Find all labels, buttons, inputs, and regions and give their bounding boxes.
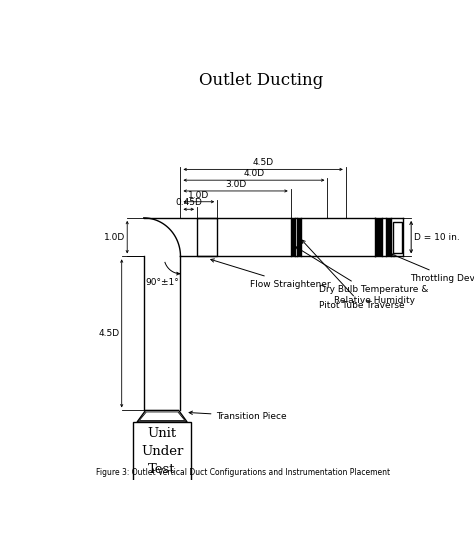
Polygon shape — [137, 410, 187, 422]
Text: Figure 3: Outlet Vertical Duct Configurations and Instrumentation Placement: Figure 3: Outlet Vertical Duct Configura… — [96, 468, 390, 476]
Bar — [291, 218, 295, 257]
Text: Unit
Under
Test: Unit Under Test — [141, 427, 183, 476]
Text: Dry Bulb Temperature &
Relative Humidity: Dry Bulb Temperature & Relative Humidity — [296, 247, 428, 305]
Text: 1.0D: 1.0D — [188, 191, 210, 200]
Text: Outlet Ducting: Outlet Ducting — [199, 72, 323, 88]
Bar — [386, 218, 391, 257]
Text: Transition Piece: Transition Piece — [189, 411, 287, 420]
Text: 0.45D: 0.45D — [175, 198, 202, 208]
Text: 4.5D: 4.5D — [99, 329, 120, 338]
Text: 3.0D: 3.0D — [225, 180, 246, 189]
Bar — [393, 222, 402, 253]
Text: Flow Straightener: Flow Straightener — [211, 259, 331, 288]
Text: Throttling Device: Throttling Device — [392, 254, 474, 283]
Bar — [197, 218, 217, 257]
Bar — [297, 218, 301, 257]
Text: Pitot Tube Traverse: Pitot Tube Traverse — [302, 240, 405, 310]
Text: 1.0D: 1.0D — [104, 233, 125, 241]
Text: 4.0D: 4.0D — [243, 169, 264, 178]
Text: 4.5D: 4.5D — [253, 158, 273, 168]
Text: D = 10 in.: D = 10 in. — [414, 233, 459, 241]
Bar — [375, 218, 382, 257]
Bar — [133, 422, 191, 482]
Text: 90°±1°: 90°±1° — [145, 278, 179, 287]
